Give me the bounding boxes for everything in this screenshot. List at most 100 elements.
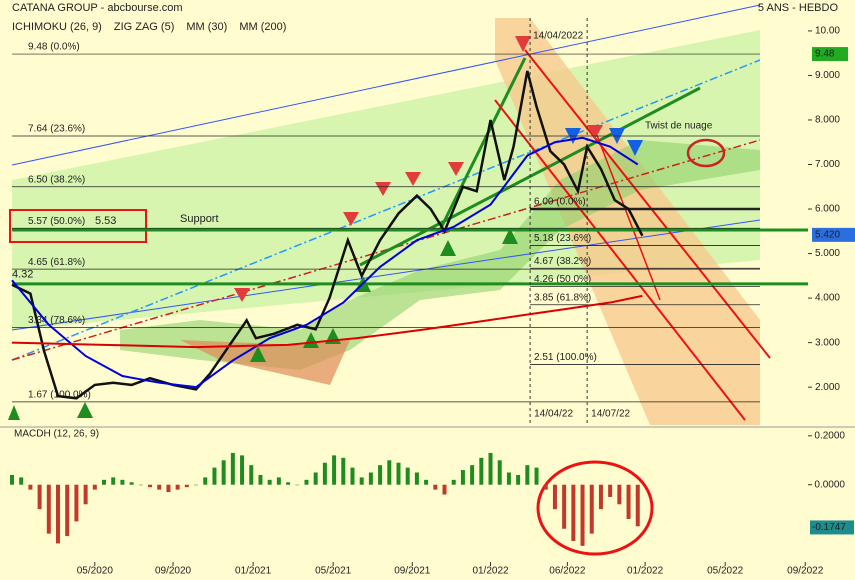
fib-label: 5.57 (50.0%) (28, 216, 85, 227)
macd-bar (350, 467, 355, 485)
x-tick-label: 05/2020 (77, 566, 114, 577)
macd-bar (470, 465, 475, 485)
value-badge-label: 9.48 (815, 49, 835, 60)
macd-bar (175, 484, 180, 490)
sell-arrows (234, 36, 603, 302)
value-badge-label: 5.420 (815, 229, 840, 240)
x-tick-label: 05/2021 (315, 566, 352, 577)
macd-bar (341, 457, 346, 485)
down-channel (494, 99, 746, 421)
macd-bar (534, 467, 539, 485)
y-tick-label: 7.000 (815, 159, 840, 170)
macd-bar (194, 484, 199, 486)
down-channel (594, 129, 661, 301)
fib-label: 3.34 (78.6%) (28, 315, 85, 326)
macd-bar (552, 484, 557, 510)
macd-bar (286, 482, 291, 485)
y-tick-label: 0.2000 (814, 430, 845, 441)
date-label: 14/04/22 (534, 409, 573, 420)
series-line (11, 294, 643, 349)
macd-bar (460, 470, 465, 485)
macd-bar (368, 472, 373, 485)
top-date: 14/04/2022 (533, 31, 583, 42)
macd-bar (65, 484, 70, 537)
macd-bar (451, 479, 456, 485)
fib-label: 7.64 (23.6%) (28, 124, 85, 135)
macd-bar (157, 484, 162, 490)
macd-bar (424, 479, 429, 485)
macd-bar (378, 465, 383, 485)
channel-line (11, 219, 761, 331)
fib-label: 2.51 (100.0%) (534, 352, 597, 363)
down-zone (495, 18, 760, 425)
date-label: 14/07/22 (591, 409, 630, 420)
fib-label: 9.48 (0.0%) (28, 42, 80, 53)
trend-line (438, 57, 527, 231)
macd-bar (414, 472, 419, 485)
subtitle: 5 ANS - HEBDO (758, 2, 839, 14)
fib-label: 3.85 (61.8%) (534, 292, 591, 303)
fib-label: 5.18 (23.6%) (534, 233, 591, 244)
macd-bar (580, 484, 585, 546)
y-tick-label: 2.000 (815, 382, 840, 393)
macd-bar (240, 455, 245, 485)
y-tick-label: 4.000 (815, 293, 840, 304)
macd-bar (387, 460, 392, 485)
macd-bar (516, 474, 521, 485)
macd-bar (405, 467, 410, 485)
indicator-legend: ZIG ZAG (5) (114, 21, 175, 33)
x-tick-label: 05/2022 (707, 566, 744, 577)
macd-bar (525, 465, 530, 485)
macd-bar (166, 484, 171, 493)
macd-bar (313, 472, 318, 485)
macd-bar (562, 484, 567, 529)
macd-bar (608, 484, 613, 497)
macd-bar (433, 484, 438, 490)
macd-bar (332, 455, 337, 485)
x-tick-label: 01/2021 (235, 566, 272, 577)
channel-line (11, 59, 761, 361)
macd-bar (249, 465, 254, 485)
x-tick-label: 09/2021 (394, 566, 431, 577)
indicator-legend: ICHIMOKU (26, 9) (12, 21, 102, 33)
macd-bar (276, 477, 281, 485)
support-text: Support (180, 213, 219, 225)
value-badge (812, 47, 848, 62)
macd-bar (37, 484, 42, 510)
macd-bar (267, 479, 272, 485)
y-tick-label: 5.000 (815, 248, 840, 259)
x-tick-label: 09/2022 (787, 566, 824, 577)
macd-bar (203, 477, 208, 485)
x-tick-label: 06/2022 (549, 566, 586, 577)
x-tick-label: 09/2020 (155, 566, 192, 577)
macd-bar (111, 477, 116, 485)
macd-bar (184, 484, 189, 488)
macd-bar (304, 479, 309, 485)
cloud-red (180, 340, 350, 385)
fib-label: 6.50 (38.2%) (28, 174, 85, 185)
x-tick-label: 01/2022 (627, 566, 664, 577)
macd-bar (212, 467, 217, 485)
channel-line (11, 4, 761, 166)
macd-bar (258, 474, 263, 485)
down-channel (524, 49, 771, 359)
macd-bar (543, 484, 548, 490)
macd-bar (396, 462, 401, 485)
indicator-legend: MM (30) (186, 21, 227, 33)
macd-bar (598, 484, 603, 510)
y-tick-label: 0.0000 (814, 479, 845, 490)
macd-bar (626, 484, 631, 519)
macd-bar (571, 484, 576, 541)
support-value: 5.53 (95, 215, 116, 227)
title: CATANA GROUP - abcbourse.com (12, 2, 183, 14)
macd-bar (28, 484, 33, 490)
macd-bar (56, 484, 61, 544)
macd-bar (120, 479, 125, 485)
macd-bar (295, 484, 300, 486)
macd-bar (359, 477, 364, 485)
macd-bar (83, 484, 88, 505)
macd-bar (129, 482, 134, 485)
macd-bar (479, 457, 484, 485)
support-box (9, 209, 147, 243)
